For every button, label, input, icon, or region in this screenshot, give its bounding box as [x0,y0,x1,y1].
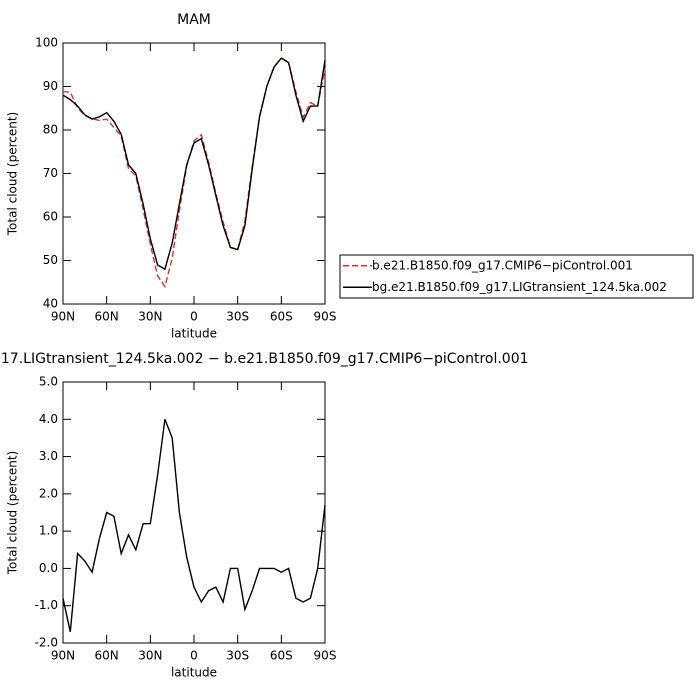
y-tick-label: -1.0 [35,598,58,612]
x-tick-label: 0 [190,649,198,663]
x-tick-label: 30N [138,310,162,324]
x-tick-label: 90N [51,310,75,324]
y-tick-label: -2.0 [35,636,58,650]
y-tick-label: 2.0 [39,486,58,500]
x-tick-label: 60N [95,310,119,324]
y-tick-label: 90 [43,79,58,93]
series-line [62,56,326,289]
chart-title: bg.e21.B1850.f09_g17.LIGtransient_124.5k… [0,351,529,367]
y-tick-label: 60 [43,210,58,224]
x-tick-label: 90S [314,649,337,663]
series-line [62,57,326,271]
y-axis-label: Total cloud (percent) [6,451,20,575]
chart-title: MAM [177,12,211,28]
x-tick-label: 30S [226,649,249,663]
y-tick-label: 1.0 [39,524,58,538]
x-tick-label: 0 [190,310,198,324]
x-axis-label: latitude [171,327,217,341]
y-tick-label: 4.0 [39,412,58,426]
x-tick-label: 30S [226,310,249,324]
y-tick-label: 80 [43,123,58,137]
series-line [62,419,326,632]
plot-frame [62,42,326,305]
y-tick-label: 40 [43,297,58,311]
x-tick-label: 60S [270,310,293,324]
legend-box [339,254,694,299]
y-tick-label: 100 [35,36,58,50]
y-axis-label: Total cloud (percent) [6,112,20,236]
x-tick-label: 60N [95,649,119,663]
y-tick-label: 3.0 [39,449,58,463]
x-tick-label: 90N [51,649,75,663]
y-tick-label: 50 [43,253,58,267]
legend-label: b.e21.B1850.f09_g17.CMIP6−piControl.001 [372,258,633,272]
plot-frame [62,381,326,644]
x-axis-label: latitude [171,666,217,680]
y-tick-label: 70 [43,166,58,180]
legend-label: bg.e21.B1850.f09_g17.LIGtransient_124.5k… [372,280,667,294]
y-tick-label: 5.0 [39,375,58,389]
x-tick-label: 60S [270,649,293,663]
x-tick-label: 30N [138,649,162,663]
x-tick-label: 90S [314,310,337,324]
y-tick-label: 0.0 [39,561,58,575]
